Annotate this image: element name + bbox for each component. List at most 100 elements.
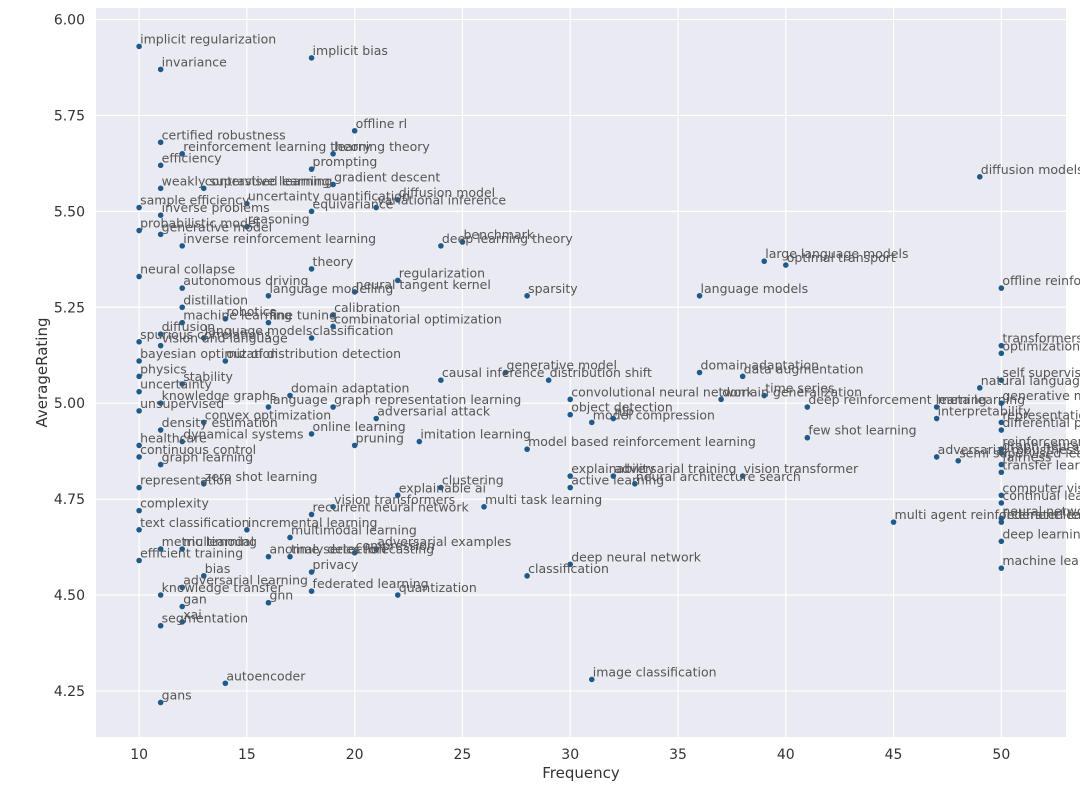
data-point — [179, 603, 186, 610]
point-label: robotics — [226, 304, 276, 319]
data-point — [265, 404, 272, 410]
data-point — [179, 151, 186, 157]
data-point — [179, 584, 186, 591]
point-label: certified robustness — [162, 127, 286, 142]
data-point — [394, 492, 401, 499]
data-point — [179, 319, 186, 326]
data-point — [157, 400, 164, 406]
data-point — [287, 392, 293, 399]
point-label: gan — [183, 592, 207, 607]
data-point — [136, 43, 142, 50]
point-label: multimodal — [183, 534, 254, 549]
point-label: adversarial examples — [377, 534, 511, 549]
point-label: semi supervised learning — [959, 446, 1080, 461]
y-tick-label: 4.25 — [54, 684, 85, 700]
point-label: healthcare — [140, 430, 207, 445]
data-point — [394, 197, 401, 203]
point-label: sparsity — [528, 281, 578, 296]
point-label: graph neural network — [1002, 438, 1080, 453]
y-tick-label: 5.25 — [54, 300, 85, 316]
point-label: fairness — [1002, 450, 1051, 465]
data-point — [136, 484, 142, 491]
point-label: graph representation learning — [334, 392, 521, 407]
data-point — [761, 258, 768, 265]
axis-ticks: 10 15 20 25 30 35 40 45 50 4.25 4.50 4.75 5.00 5.25 5.… — [54, 13, 1010, 763]
point-label: time series forecasting — [291, 542, 434, 557]
x-tick-label: 20 — [346, 747, 364, 763]
point-label: autonomous driving — [183, 273, 308, 288]
data-point — [567, 473, 574, 479]
data-point — [998, 446, 1005, 453]
data-point — [222, 315, 229, 322]
data-point — [933, 415, 940, 422]
data-point — [136, 358, 142, 364]
point-label: clustering — [442, 473, 504, 488]
data-point — [524, 573, 530, 579]
point-label: diffusion model — [399, 185, 495, 200]
data-point — [394, 592, 401, 598]
data-point — [998, 461, 1005, 468]
point-label: representation learning — [1002, 407, 1080, 422]
point-label: computer vision — [1002, 480, 1080, 495]
data-point — [244, 223, 250, 230]
data-point — [998, 342, 1005, 349]
point-label: vision transformers — [334, 492, 455, 507]
data-point — [998, 350, 1005, 357]
point-label: distillation — [183, 292, 248, 307]
data-point — [200, 185, 207, 192]
point-label: multi task learning — [485, 492, 602, 507]
data-point — [330, 404, 336, 410]
data-point — [179, 546, 186, 552]
point-label: text classification — [140, 515, 250, 530]
data-point — [782, 262, 789, 268]
point-label: diffusion — [162, 319, 216, 334]
data-point — [308, 55, 315, 61]
point-label: uncertainty quantification — [248, 189, 410, 204]
data-point — [136, 507, 142, 514]
point-label: combinatorial optimization — [334, 311, 502, 326]
data-point — [157, 427, 164, 433]
point-label: reasoning — [248, 212, 310, 227]
data-point — [610, 415, 617, 422]
point-label: object detection — [571, 400, 673, 415]
point-label: density estimation — [162, 415, 278, 430]
point-label: federated learning — [1002, 507, 1080, 522]
point-label: domain adaptation — [291, 381, 409, 396]
data-point — [136, 373, 142, 380]
data-point — [308, 208, 315, 215]
data-point — [330, 323, 336, 330]
point-label: unsupervised — [140, 396, 224, 411]
data-point — [567, 411, 574, 418]
point-label: bias — [205, 561, 231, 576]
data-point — [136, 557, 142, 564]
data-point — [696, 369, 703, 376]
point-label: weakly supervised learning — [162, 173, 333, 188]
point-label: calibration — [334, 300, 400, 315]
point-label: efficiency — [162, 150, 223, 165]
data-point — [136, 204, 142, 211]
point-label: domain adaptation — [701, 358, 819, 373]
x-tick-label: 35 — [669, 747, 687, 763]
point-label: generative model — [507, 358, 617, 373]
point-label: gradient descent — [334, 169, 440, 184]
point-label: few shot learning — [808, 423, 916, 438]
data-point — [136, 388, 142, 395]
data-point — [200, 573, 207, 579]
point-label: xai — [183, 607, 202, 622]
plot-background — [96, 8, 1066, 737]
data-point — [394, 277, 401, 284]
y-tick-label: 6.00 — [54, 13, 85, 29]
point-label: deep reinforcement learning — [808, 392, 986, 407]
point-label: uncertainty — [140, 377, 212, 392]
data-point — [136, 442, 142, 449]
data-point — [545, 377, 552, 383]
point-label: offline reinforcement learning — [1002, 273, 1080, 288]
x-tick-label: 25 — [454, 747, 472, 763]
point-label: classification — [313, 323, 394, 338]
data-point — [265, 553, 272, 560]
point-label: anomaly detection — [269, 542, 386, 557]
point-label: adversarial learning — [183, 572, 308, 587]
point-label: model based reinforcement learning — [528, 434, 756, 449]
data-point — [632, 480, 638, 487]
